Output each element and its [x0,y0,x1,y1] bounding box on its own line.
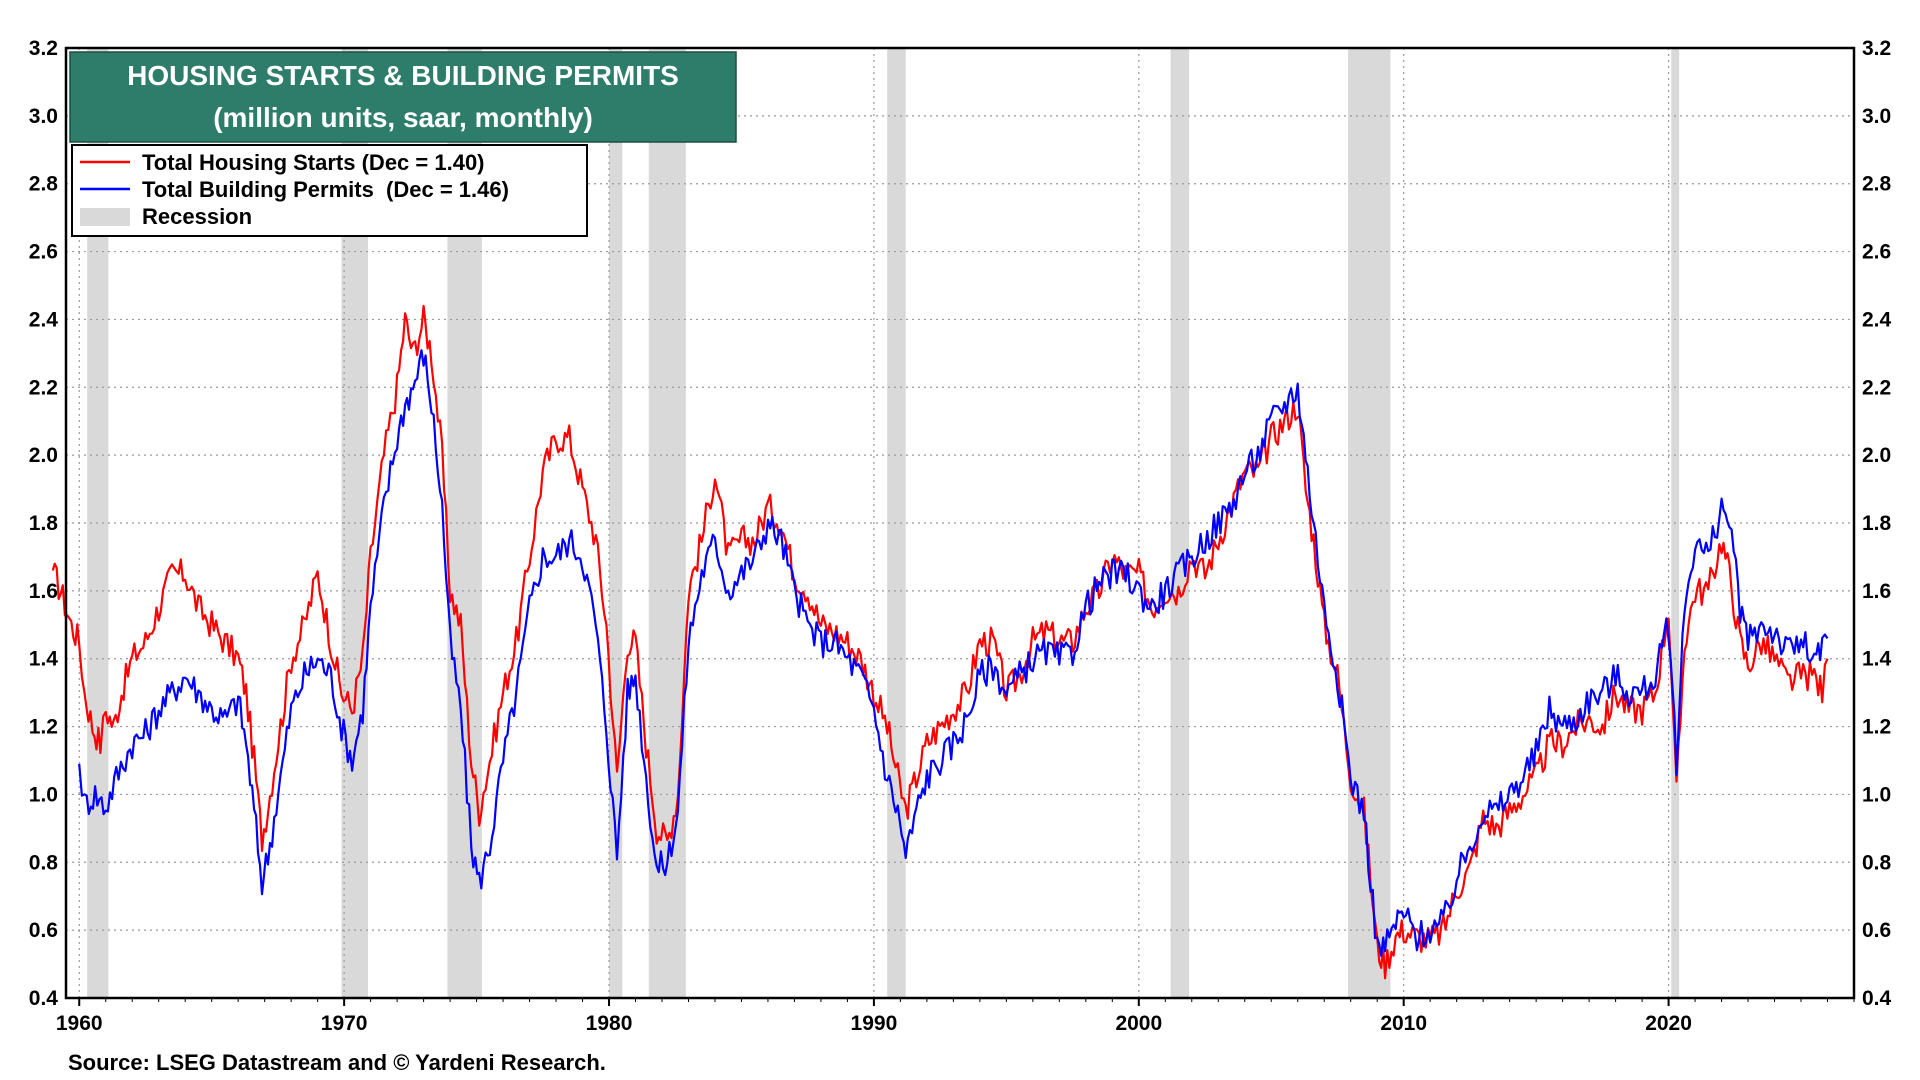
y-tick-right-7: 1.8 [1862,512,1892,535]
y-tick-right-5: 2.2 [1862,376,1891,399]
series-line-1 [78,349,1829,957]
y-tick-left-6: 2.0 [29,444,58,467]
y-tick-right-13: 0.6 [1862,919,1891,942]
y-tick-left-2: 2.8 [29,173,59,196]
y-tick-left-1: 3.0 [29,105,58,128]
y-tick-left-12: 0.8 [29,851,59,874]
series-line-0 [51,304,1829,980]
y-tick-right-8: 1.6 [1862,580,1891,603]
y-tick-left-5: 2.2 [29,376,58,399]
recession-band-3 [609,48,623,998]
x-axis: 1960 1970 1980 1990 2000 2010 2020 [56,998,1855,1035]
y-tick-left-10: 1.2 [29,716,58,739]
x-tick-1: 1970 [321,1012,368,1035]
recession-band-5 [887,48,906,998]
y-tick-left-7: 1.8 [29,512,59,535]
y-tick-right-4: 2.4 [1862,308,1892,331]
series-layer [51,304,1829,980]
legend-label-starts: Total Housing Starts (Dec = 1.40) [142,150,485,175]
chart-title: HOUSING STARTS & BUILDING PERMITS [127,60,679,91]
legend-label-recession: Recession [142,204,252,229]
y-tick-left-0: 3.2 [29,37,58,60]
y-tick-right-11: 1.0 [1862,783,1891,806]
title-box: HOUSING STARTS & BUILDING PERMITS (milli… [69,51,737,143]
y-tick-right-9: 1.4 [1862,648,1892,671]
legend-label-permits: Total Building Permits (Dec = 1.46) [142,177,509,202]
y-tick-right-14: 0.4 [1862,987,1892,1010]
chart-subtitle: (million units, saar, monthly) [213,102,593,133]
y-tick-left-9: 1.4 [29,648,59,671]
y-tick-left-13: 0.6 [29,919,58,942]
grid-layer [66,48,1854,998]
x-tick-2: 1980 [586,1012,633,1035]
y-tick-left-14: 0.4 [29,987,59,1010]
legend-swatch-recession [80,208,130,226]
y-tick-left-3: 2.6 [29,241,58,264]
x-tick-0: 1960 [56,1012,103,1035]
x-tick-5: 2010 [1380,1012,1427,1035]
x-tick-3: 1990 [851,1012,898,1035]
y-tick-right-3: 2.6 [1862,241,1891,264]
x-tick-6: 2020 [1645,1012,1692,1035]
y-tick-left-11: 1.0 [29,783,58,806]
y-tick-right-12: 0.8 [1862,851,1892,874]
legend: Total Housing Starts (Dec = 1.40) Total … [71,144,588,237]
y-tick-right-6: 2.0 [1862,444,1891,467]
plot-frame [64,46,1856,1000]
y-axis-left: 3.2 3.0 2.8 2.6 2.4 2.2 2.0 1.8 1.6 1.4 1.2 1.0 0.8 0… [29,37,59,1010]
y-tick-right-10: 1.2 [1862,716,1891,739]
y-tick-left-4: 2.4 [29,308,59,331]
recession-band-6 [1170,48,1190,998]
x-tick-4: 2000 [1115,1012,1162,1035]
y-tick-right-1: 3.0 [1862,105,1891,128]
y-axis-right: 3.2 3.0 2.8 2.6 2.4 2.2 2.0 1.8 1.6 1.4 1.2 1.0 0.8 0… [1862,37,1892,1010]
source-note: Source: LSEG Datastream and © Yardeni Re… [68,1050,606,1075]
y-tick-left-8: 1.6 [29,580,58,603]
y-tick-right-2: 2.8 [1862,173,1892,196]
y-tick-right-0: 3.2 [1862,37,1891,60]
